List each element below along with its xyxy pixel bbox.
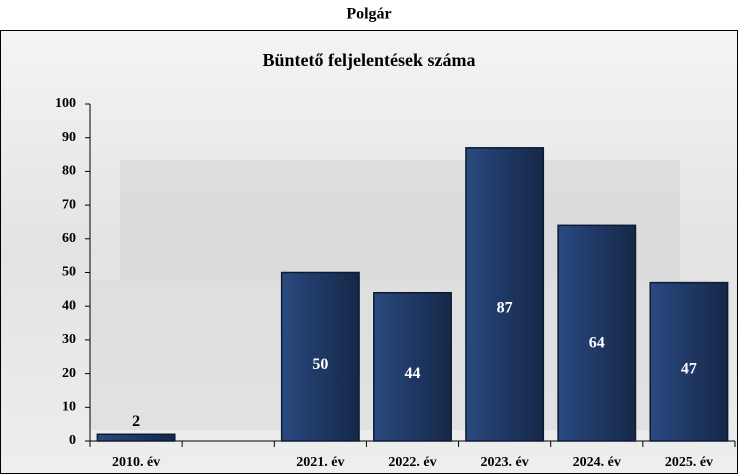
y-tick-label: 0 (69, 433, 76, 448)
data-label: 87 (497, 300, 513, 317)
y-tick-label: 30 (62, 332, 76, 347)
data-label: 47 (681, 360, 697, 377)
bar (466, 148, 543, 441)
data-label: 64 (589, 335, 605, 352)
y-tick-label: 70 (62, 197, 76, 212)
y-tick-label: 90 (62, 130, 76, 145)
x-tick-label: 2021. év (296, 455, 344, 470)
x-tick-label: 2023. év (481, 455, 529, 470)
y-tick-label: 10 (62, 400, 76, 415)
data-label: 50 (312, 356, 328, 373)
data-label: 2 (132, 413, 140, 430)
x-tick-label: 2022. év (388, 455, 436, 470)
x-tick-label: 2025. év (665, 455, 713, 470)
y-tick-label: 80 (62, 164, 76, 179)
x-tick-label: 2024. év (573, 455, 621, 470)
data-label: 44 (405, 365, 421, 382)
page: Polgár Büntető feljelentések száma 0 10 20… (0, 0, 738, 474)
page-title: Polgár (346, 6, 391, 23)
chart-title: Büntető feljelentések száma (263, 50, 476, 70)
y-tick-label: 60 (62, 231, 76, 246)
y-tick-label: 50 (62, 265, 76, 280)
bar (558, 225, 635, 441)
y-tick-label: 40 (62, 298, 76, 313)
chart: Polgár Büntető feljelentések száma 0 10 20… (0, 0, 738, 474)
bar (97, 434, 174, 441)
y-tick-label: 20 (62, 366, 76, 381)
y-tick-label: 100 (55, 96, 76, 111)
x-tick-label: 2010. év (112, 455, 160, 470)
